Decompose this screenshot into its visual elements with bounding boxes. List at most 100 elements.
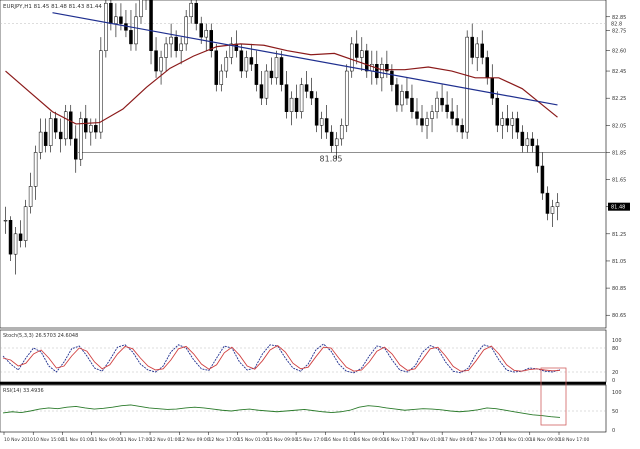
candle-body bbox=[8, 220, 13, 255]
candle-body bbox=[309, 91, 314, 99]
indicator-tick-label: 80 bbox=[612, 346, 618, 352]
time-tick-label: 15 Nov 17:00 bbox=[296, 437, 326, 443]
candle-body bbox=[58, 131, 63, 140]
candle-body bbox=[319, 118, 324, 126]
price-tick-label: 81.65 bbox=[612, 178, 626, 184]
candle-body bbox=[79, 118, 83, 160]
time-tick-label: 18 Nov 17:00 bbox=[559, 437, 589, 443]
price-axis: 82.85 82.75 82.60 82.45 82.25 82.05 81.85 81.65… bbox=[606, 15, 626, 319]
candle-body bbox=[279, 57, 284, 85]
candle-body bbox=[445, 104, 449, 112]
candle-body bbox=[465, 36, 469, 133]
candle-body bbox=[28, 186, 33, 207]
indicator-tick-label: 20 bbox=[612, 370, 618, 376]
time-tick-label: 17 Nov 01:00 bbox=[413, 437, 443, 443]
candle-body bbox=[550, 206, 555, 214]
indicator-line bbox=[2, 345, 561, 372]
candle-body bbox=[405, 91, 409, 99]
downtrend-line bbox=[52, 12, 558, 106]
candle-body bbox=[229, 43, 234, 58]
candle-body bbox=[179, 43, 183, 51]
rsi-label: RSI(14) 33.4936 bbox=[3, 388, 44, 394]
candle-body bbox=[410, 97, 414, 112]
time-tick-label: 17 Nov 09:00 bbox=[442, 437, 472, 443]
price-tick-label: 82.75 bbox=[612, 28, 626, 34]
candle-body bbox=[53, 118, 58, 133]
stochastic-lines: 100 80 20 0 bbox=[0, 338, 622, 384]
price-tick-label: 80.65 bbox=[612, 313, 626, 319]
candle-body bbox=[264, 70, 269, 99]
time-tick-label: 17 Nov 17:00 bbox=[471, 437, 501, 443]
candle-body bbox=[375, 64, 379, 79]
time-tick-label: 15 Nov 09:00 bbox=[267, 437, 297, 443]
candle-body bbox=[360, 50, 364, 58]
candle-body bbox=[204, 30, 208, 38]
candle-body bbox=[470, 36, 474, 58]
candle-body bbox=[495, 97, 500, 126]
candle-body bbox=[159, 57, 163, 72]
time-tick-label: 16 Nov 17:00 bbox=[384, 437, 414, 443]
candle-body bbox=[545, 192, 550, 214]
candle-body bbox=[184, 16, 188, 45]
candle-body bbox=[84, 118, 88, 133]
candle-body bbox=[455, 118, 459, 126]
candle-body bbox=[219, 70, 224, 85]
candle-body bbox=[114, 16, 118, 24]
current-price-label: 81.48 bbox=[611, 205, 625, 211]
candle-body bbox=[490, 77, 495, 99]
price-tick-label: 82.05 bbox=[612, 123, 626, 129]
candle-body bbox=[129, 30, 133, 45]
time-tick-label: 12 Nov 01:00 bbox=[150, 437, 180, 443]
indicator-tick-label: 100 bbox=[612, 390, 622, 396]
rsi-line-layer: 100 50 0 bbox=[0, 390, 622, 434]
candle-body bbox=[43, 131, 48, 146]
price-tick-label: 82.25 bbox=[612, 96, 626, 102]
time-tick-label: 12 Nov 09:00 bbox=[179, 437, 209, 443]
candle-body bbox=[299, 84, 304, 112]
time-tick-label: 15 Nov 01:00 bbox=[238, 437, 268, 443]
candle-body bbox=[304, 84, 309, 92]
candle-body bbox=[109, 2, 113, 24]
candle-body bbox=[355, 43, 359, 58]
time-tick-label: 16 Nov 09:00 bbox=[355, 437, 385, 443]
highlight-box bbox=[540, 367, 567, 426]
candle-body bbox=[520, 131, 525, 146]
candle-body bbox=[124, 23, 128, 31]
time-tick-label: 18 Nov 09:00 bbox=[530, 437, 560, 443]
time-tick-label: 18 Nov 01:00 bbox=[501, 437, 531, 443]
candle-body bbox=[149, 0, 153, 51]
price-tick-label: 82.45 bbox=[612, 69, 626, 75]
candle-body bbox=[274, 57, 279, 79]
time-tick-label: 12 Nov 17:00 bbox=[208, 437, 238, 443]
candle-body bbox=[199, 23, 203, 38]
candle-body bbox=[244, 57, 249, 72]
candle-body bbox=[239, 50, 244, 72]
candle-body bbox=[23, 206, 28, 241]
price-tick-label: 82.60 bbox=[612, 49, 626, 55]
candle-body bbox=[395, 84, 399, 106]
time-tick-label: 10 Nov 2010 bbox=[4, 437, 33, 443]
candle-body bbox=[33, 152, 38, 187]
candle-body bbox=[430, 111, 434, 119]
panel-separator bbox=[0, 382, 606, 385]
candle-body bbox=[38, 131, 43, 153]
candle-body bbox=[63, 111, 68, 140]
candle-body bbox=[224, 57, 229, 72]
candle-body bbox=[480, 43, 484, 58]
candle-body bbox=[555, 202, 560, 207]
price-panel bbox=[0, 0, 607, 329]
current-price-tag bbox=[608, 202, 630, 211]
candle-body bbox=[104, 2, 108, 51]
candle-body bbox=[89, 125, 93, 133]
candle-body bbox=[94, 125, 98, 133]
candle-body bbox=[169, 36, 173, 45]
price-tick-label: 81.25 bbox=[612, 232, 626, 238]
candle-body bbox=[68, 111, 73, 140]
time-tick-label: 10 Nov 15:00 bbox=[33, 437, 63, 443]
candle-body bbox=[18, 233, 23, 241]
indicator-tick-label: 0 bbox=[612, 378, 615, 384]
candle-body bbox=[294, 97, 299, 112]
candle-body bbox=[485, 57, 489, 79]
